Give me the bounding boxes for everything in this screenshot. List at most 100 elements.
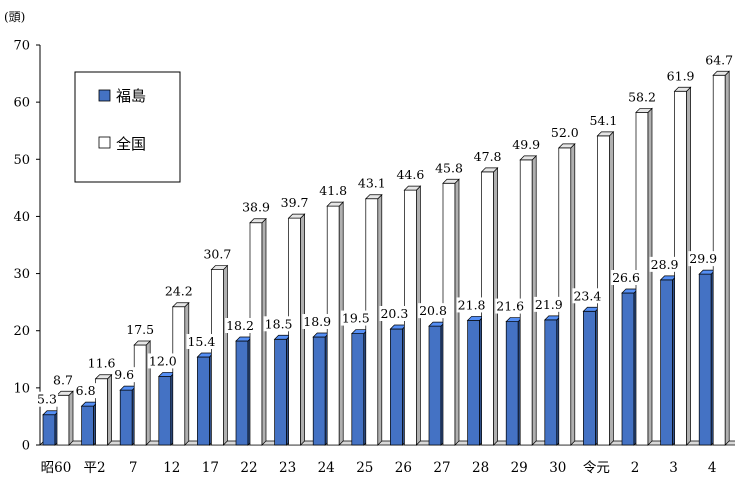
data-label-background [572,288,603,304]
bar-fukushima [543,315,562,446]
data-label-background [665,68,696,84]
bar-top-face [712,70,731,76]
bar-national [557,143,576,446]
data-label-background [241,199,271,215]
data-label-national: 64.7 [704,52,735,68]
bar-front-face [351,333,365,446]
data-label-background [533,296,564,312]
bar-fukushima [80,401,99,446]
data-label-background [472,148,503,164]
bar-fukushima [196,352,215,446]
data-label-fukushima: 5.3 [36,391,58,407]
bar-front-face [158,376,172,446]
legend-label-fukushima: 福島 [116,87,146,105]
x-tick-label: 28 [472,460,489,476]
bar-front-face [274,338,287,446]
bar-fukushima [389,324,408,446]
data-label-text: 49.9 [512,137,540,152]
bar-front-face [56,394,70,446]
bar-fukushima [42,409,60,446]
bar-top-face [635,108,653,113]
data-label-fukushima: 20.3 [379,306,410,321]
data-label-fukushima: 21.8 [456,297,487,313]
x-tick-label: 27 [433,460,450,476]
data-label-background [36,391,58,407]
data-label-background [147,353,178,369]
data-label-text: 28.9 [651,257,679,272]
bar-fukushima [428,321,446,446]
bar-front-face [81,405,94,446]
data-label-text: 61.9 [667,68,695,83]
data-label-background [434,160,464,176]
data-label-text: 19.5 [342,311,370,326]
data-label-national: 54.1 [588,112,619,128]
data-label-text: 24.2 [165,284,193,299]
bar-fukushima [350,328,369,446]
data-label-fukushima: 21.9 [533,296,564,312]
bar-fukushima [698,269,717,446]
bar-national [673,86,692,446]
data-label-background [611,270,641,285]
data-label-national: 61.9 [665,68,696,84]
bar-side-face [184,301,190,446]
data-label-background [511,136,542,152]
bar-front-face [172,306,186,446]
data-label-fukushima: 20.8 [418,303,448,319]
data-label-national: 45.8 [434,160,464,176]
bar-front-face [42,414,56,446]
x-tick-label: 22 [240,460,257,476]
data-label-text: 52.0 [551,125,579,140]
data-label-background [113,367,136,383]
y-tick-label: 30 [13,267,30,282]
bar-side-face [647,107,653,446]
data-label-text: 18.2 [226,318,254,333]
data-label-background [125,322,156,337]
data-labels-layer: 5.3 8.76.8 11.69.6 17.5 12.0 24.2 15.4 30.7 18.2… [36,52,735,407]
data-label-text: 5.3 [37,392,57,407]
data-label-background [52,372,74,388]
bar-top-face [442,178,460,184]
data-label-national: 30.7 [202,246,233,262]
x-tick-label: 平2 [84,460,106,476]
bar-fukushima [582,306,601,446]
bars-layer [42,70,731,446]
data-label-fukushima: 12.0 [147,353,178,369]
legend-box [74,71,181,183]
y-tick-label: 0 [22,439,30,454]
bar-side-face [724,70,730,446]
data-label-background [225,318,255,333]
data-label-fukushima: 9.6 [113,367,136,383]
x-tick-label: 4 [708,460,717,476]
bar-national [249,217,267,446]
data-label-national: 41.8 [318,183,349,199]
bar-front-face [312,336,326,446]
bar-front-face [544,319,558,446]
data-label-fukushima: 26.6 [611,270,641,285]
data-label-fukushima: 6.8 [74,383,97,399]
data-label-text: 21.6 [496,299,524,314]
data-label-text: 29.9 [689,251,717,266]
bar-front-face [428,325,442,446]
bar-national [94,373,113,446]
data-label-background [418,303,448,319]
bar-front-face [467,320,480,446]
data-label-fukushima: 15.4 [186,334,217,349]
x-tick-label: 3 [669,460,678,476]
bar-top-face [94,374,113,380]
x-tick-label: 25 [356,460,373,476]
data-label-fukushima: 18.2 [225,318,255,333]
bar-national [56,390,74,446]
data-label-background [456,297,487,313]
bar-front-face [390,328,403,446]
x-tick-label: 26 [395,460,412,476]
data-label-background [340,310,371,326]
bar-national [210,264,229,446]
data-label-background [186,334,217,349]
bar-top-face [326,201,345,207]
x-tick-label: 2 [631,460,640,476]
data-label-text: 9.6 [114,367,134,382]
bar-national [171,301,190,446]
data-label-background [74,383,97,399]
data-label-national: 11.6 [86,355,117,371]
data-label-text: 47.8 [474,149,502,164]
